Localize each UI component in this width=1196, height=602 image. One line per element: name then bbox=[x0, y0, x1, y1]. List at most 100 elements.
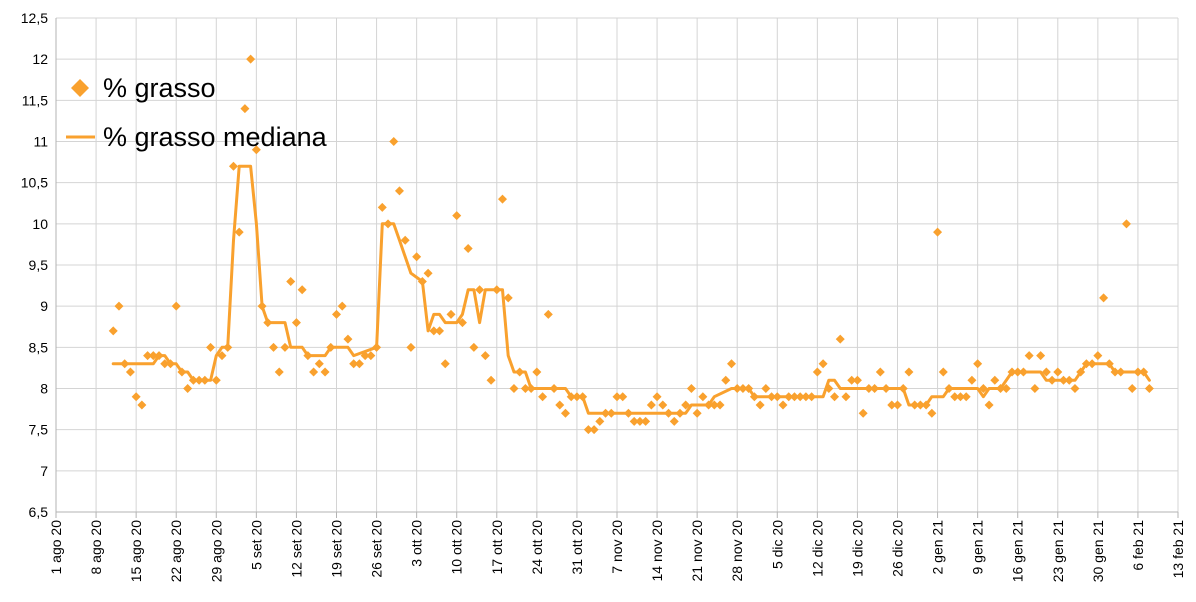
data-point bbox=[795, 392, 805, 402]
x-axis-tick-labels: 1 ago 20 8 ago 20 15 ago 20 22 ago 20 29 ago… bbox=[48, 520, 1186, 583]
x-tick-label: 19 dic 20 bbox=[849, 520, 865, 577]
x-tick-label: 21 nov 20 bbox=[689, 520, 705, 582]
data-point bbox=[818, 359, 828, 369]
data-point bbox=[274, 367, 284, 377]
data-point bbox=[217, 351, 227, 361]
data-point bbox=[761, 384, 771, 393]
data-point bbox=[589, 425, 599, 435]
data-point bbox=[297, 285, 307, 295]
x-tick-label: 7 nov 20 bbox=[609, 520, 625, 574]
data-point bbox=[1036, 351, 1046, 361]
data-point bbox=[343, 334, 353, 344]
data-point bbox=[549, 384, 559, 393]
data-point bbox=[332, 309, 341, 319]
data-point bbox=[1121, 219, 1131, 229]
data-point bbox=[515, 367, 525, 377]
x-tick-label: 16 gen 21 bbox=[1010, 520, 1026, 582]
data-point bbox=[950, 392, 960, 402]
data-point bbox=[875, 367, 885, 377]
data-point bbox=[641, 416, 651, 426]
data-point bbox=[910, 400, 920, 410]
data-point bbox=[618, 392, 628, 402]
data-point bbox=[194, 375, 204, 385]
x-tick-label: 26 dic 20 bbox=[890, 520, 906, 577]
data-point bbox=[784, 392, 794, 402]
data-point bbox=[715, 400, 725, 410]
data-point bbox=[658, 400, 668, 410]
data-point bbox=[904, 367, 914, 377]
data-point bbox=[337, 301, 347, 311]
data-point bbox=[120, 359, 130, 369]
legend: % grasso % grasso mediana bbox=[66, 73, 328, 152]
data-point bbox=[578, 392, 588, 402]
data-point bbox=[108, 326, 118, 336]
data-point bbox=[423, 268, 433, 278]
data-point bbox=[143, 351, 153, 361]
data-point bbox=[257, 301, 267, 311]
data-point bbox=[738, 384, 748, 393]
y-tick-label: 6,5 bbox=[29, 504, 49, 520]
data-point bbox=[1093, 351, 1103, 361]
data-point bbox=[137, 400, 147, 410]
y-tick-label: 8,5 bbox=[29, 339, 49, 355]
data-point bbox=[1030, 384, 1040, 393]
data-point bbox=[309, 367, 319, 377]
data-point bbox=[269, 342, 279, 352]
data-point bbox=[881, 384, 891, 393]
data-point bbox=[509, 384, 519, 393]
data-point bbox=[400, 235, 410, 245]
data-point bbox=[114, 301, 124, 311]
data-point bbox=[692, 408, 702, 418]
data-point bbox=[183, 384, 193, 393]
data-point bbox=[898, 384, 908, 393]
data-point bbox=[435, 326, 445, 336]
data-point bbox=[366, 351, 376, 361]
data-point bbox=[377, 202, 387, 212]
x-tick-label: 31 ott 20 bbox=[569, 520, 585, 575]
data-point bbox=[240, 104, 250, 114]
data-point bbox=[223, 342, 233, 352]
data-point bbox=[755, 400, 765, 410]
data-point bbox=[744, 384, 754, 393]
data-point bbox=[1110, 367, 1120, 377]
y-tick-label: 10,5 bbox=[21, 175, 48, 191]
data-point bbox=[234, 227, 244, 237]
data-point bbox=[383, 219, 393, 229]
data-point bbox=[492, 285, 502, 295]
data-point bbox=[1013, 367, 1023, 377]
x-tick-label: 9 gen 21 bbox=[970, 520, 986, 575]
data-point bbox=[996, 384, 1006, 393]
data-point bbox=[870, 384, 880, 393]
data-point bbox=[623, 408, 633, 418]
data-point bbox=[646, 400, 656, 410]
x-tick-label: 1 ago 20 bbox=[48, 520, 64, 575]
data-point bbox=[572, 392, 582, 402]
data-point bbox=[412, 252, 422, 262]
y-axis-tick-labels: 6,5 7 7,5 8 8,5 9 9,5 10 10,5 11 11,5 12 12,5 bbox=[21, 10, 48, 520]
data-point bbox=[160, 359, 170, 369]
data-point bbox=[955, 392, 965, 402]
y-tick-label: 10 bbox=[32, 216, 48, 232]
data-point bbox=[389, 137, 399, 146]
data-point bbox=[830, 392, 840, 402]
data-point bbox=[841, 392, 851, 402]
data-point bbox=[938, 367, 948, 377]
axes bbox=[55, 18, 1178, 513]
data-point bbox=[526, 384, 536, 393]
data-point bbox=[990, 375, 1000, 385]
data-point bbox=[349, 359, 359, 369]
data-point bbox=[601, 408, 611, 418]
series-median-line bbox=[111, 164, 1151, 415]
data-point bbox=[629, 416, 639, 426]
x-tick-label: 30 gen 21 bbox=[1090, 520, 1106, 582]
data-point bbox=[303, 351, 313, 361]
data-point bbox=[1070, 384, 1080, 393]
y-tick-label: 8 bbox=[40, 381, 48, 397]
y-tick-label: 11,5 bbox=[22, 92, 48, 108]
data-point bbox=[543, 309, 553, 319]
data-point bbox=[749, 392, 759, 402]
data-point bbox=[915, 400, 925, 410]
data-point bbox=[1007, 367, 1017, 377]
data-point bbox=[263, 318, 273, 328]
